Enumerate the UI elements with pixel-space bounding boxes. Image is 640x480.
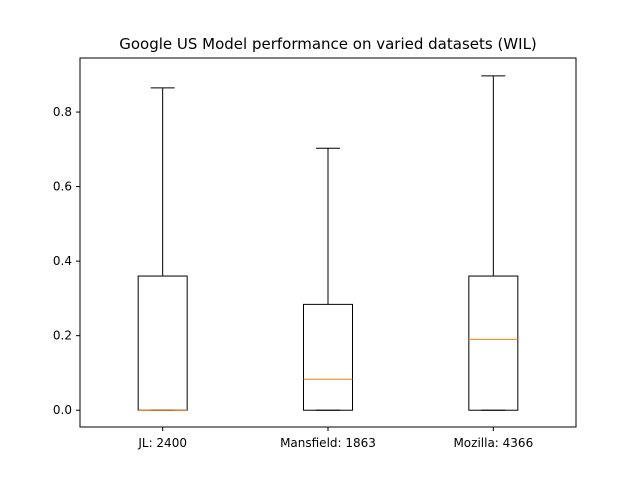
- y-tick-label: 0.6: [53, 180, 72, 194]
- y-tick-label: 0.8: [53, 105, 72, 119]
- y-axis: 0.0 0.2 0.4 0.6 0.8: [53, 105, 80, 417]
- x-tick-label: Mozilla: 4366: [453, 436, 533, 450]
- x-tick-label: Mansfield: 1863: [280, 436, 376, 450]
- box-plot-series: [137, 75, 519, 411]
- x-tick-label: JL: 2400: [137, 436, 187, 450]
- y-tick-label: 0.4: [53, 254, 72, 268]
- box-1: [137, 87, 188, 411]
- y-tick-label: 0.0: [53, 403, 72, 417]
- chart-title: Google US Model performance on varied da…: [119, 35, 537, 53]
- y-tick-label: 0.2: [53, 329, 72, 343]
- x-axis: JL: 2400 Mansfield: 1863 Mozilla: 4366: [137, 427, 533, 450]
- box-2: [303, 147, 353, 411]
- box-3: [468, 75, 519, 411]
